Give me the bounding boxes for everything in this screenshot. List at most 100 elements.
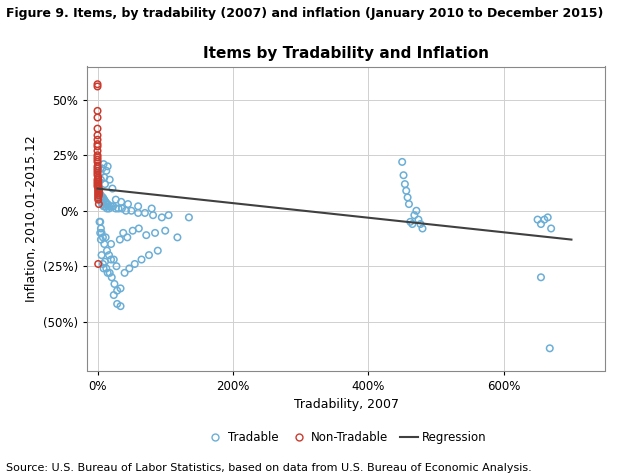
Point <box>133 202 143 210</box>
Text: Figure 9. Items, by tradability (2007) and inflation (January 2010 to December 2: Figure 9. Items, by tradability (2007) a… <box>6 7 603 20</box>
Point <box>104 251 114 259</box>
Point <box>94 187 104 195</box>
Point <box>92 167 102 175</box>
Point <box>92 152 102 159</box>
Point <box>130 260 140 268</box>
Point <box>109 280 119 288</box>
Point <box>100 198 110 206</box>
Point <box>92 176 102 183</box>
Point <box>120 269 130 276</box>
Point <box>100 180 110 188</box>
Point <box>95 229 105 237</box>
Point <box>105 269 115 276</box>
Point <box>104 205 114 212</box>
Point <box>97 251 107 259</box>
Point <box>127 207 137 215</box>
Point <box>101 265 111 272</box>
Point <box>116 198 126 206</box>
Point <box>407 220 417 228</box>
Point <box>92 156 102 163</box>
Point <box>101 167 111 175</box>
Point <box>124 265 134 272</box>
Point <box>140 209 150 217</box>
Point <box>157 214 167 221</box>
Point <box>92 142 102 150</box>
Point <box>417 225 427 232</box>
Point <box>111 196 121 203</box>
Point <box>141 231 151 239</box>
Point <box>401 187 411 195</box>
Point <box>93 185 103 192</box>
X-axis label: Tradability, 2007: Tradability, 2007 <box>294 398 399 411</box>
Point <box>397 158 407 166</box>
Point <box>96 196 106 203</box>
Point <box>546 225 556 232</box>
Point <box>172 234 182 241</box>
Point <box>536 220 546 228</box>
Point <box>99 174 109 181</box>
Point <box>100 258 110 266</box>
Point <box>92 107 102 114</box>
Point <box>411 207 421 215</box>
Point <box>103 200 113 208</box>
Point <box>112 262 122 270</box>
Point <box>94 191 104 199</box>
Point <box>545 344 555 352</box>
Point <box>92 169 102 177</box>
Point <box>153 247 163 255</box>
Point <box>94 185 104 192</box>
Point <box>533 216 543 223</box>
Point <box>100 202 110 210</box>
Point <box>115 285 125 292</box>
Point <box>95 189 105 197</box>
Point <box>93 178 103 186</box>
Point <box>92 158 102 166</box>
Point <box>93 176 103 183</box>
Point <box>102 247 112 255</box>
Point <box>108 202 118 210</box>
Point <box>92 180 102 188</box>
Point <box>92 162 102 170</box>
Point <box>123 200 133 208</box>
Point <box>107 185 117 192</box>
Point <box>414 216 424 223</box>
Point <box>163 211 173 219</box>
Point <box>98 194 108 201</box>
Point <box>97 194 107 201</box>
Point <box>160 227 170 235</box>
Point <box>99 196 109 203</box>
Point <box>112 287 122 294</box>
Point <box>134 225 144 232</box>
Point <box>97 165 107 172</box>
Point <box>93 182 103 190</box>
Point <box>99 240 109 248</box>
Point <box>536 274 546 281</box>
Point <box>106 256 116 263</box>
Point <box>92 171 102 179</box>
Point <box>92 125 102 133</box>
Point <box>107 274 117 281</box>
Point <box>92 182 102 190</box>
Point <box>409 211 419 219</box>
Point <box>406 218 416 226</box>
Point <box>106 202 116 210</box>
Point <box>98 234 108 241</box>
Text: Source: U.S. Bureau of Labor Statistics, based on data from U.S. Bureau of Econo: Source: U.S. Bureau of Labor Statistics,… <box>6 463 532 473</box>
Point <box>96 191 106 199</box>
Point <box>94 162 104 170</box>
Point <box>92 141 102 148</box>
Point <box>92 132 102 139</box>
Point <box>102 205 112 212</box>
Point <box>404 200 414 208</box>
Y-axis label: Inflation, 2010.01-2015.12: Inflation, 2010.01-2015.12 <box>24 135 37 302</box>
Point <box>98 260 108 268</box>
Point <box>100 198 110 206</box>
Point <box>101 200 111 208</box>
Point <box>97 200 107 208</box>
Point <box>117 205 127 212</box>
Point <box>93 180 103 188</box>
Legend: Tradable, Non-Tradable, Regression: Tradable, Non-Tradable, Regression <box>207 431 486 444</box>
Point <box>97 229 107 237</box>
Point <box>402 194 412 201</box>
Point <box>416 220 426 228</box>
